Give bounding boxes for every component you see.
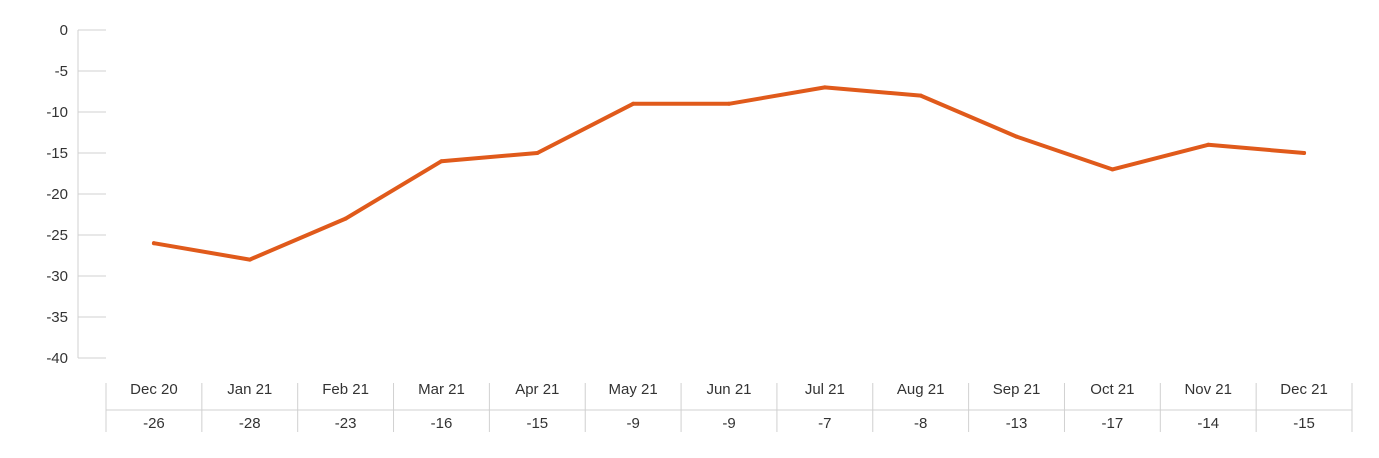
data-point <box>727 101 731 106</box>
data-point <box>1302 151 1307 155</box>
data-point <box>151 241 156 246</box>
x-category-label: Oct 21 <box>1090 381 1134 398</box>
y-axis: 0 -5 -10 -15 -20 -25 -30 -35 -40 <box>46 22 106 367</box>
data-value-label: -7 <box>818 415 831 432</box>
data-point <box>247 257 252 262</box>
x-category-label: Dec 21 <box>1280 381 1328 398</box>
y-tick-label: -5 <box>55 63 68 80</box>
y-tick-label: -35 <box>46 309 68 326</box>
y-tick-label: -15 <box>46 145 68 162</box>
data-point <box>822 85 827 90</box>
series-line-group <box>151 85 1307 262</box>
y-tick-label: 0 <box>60 22 68 39</box>
data-value-label: -13 <box>1006 415 1028 432</box>
data-value-label: -26 <box>143 415 165 432</box>
data-point <box>1110 167 1115 172</box>
x-category-label: Sep 21 <box>993 381 1041 398</box>
data-point <box>439 159 444 164</box>
y-tick-label: -25 <box>46 227 68 244</box>
data-point <box>1206 142 1211 147</box>
y-tick-label: -10 <box>46 104 68 121</box>
data-point <box>535 151 540 155</box>
category-labels: Dec 20 Jan 21 Feb 21 Mar 21 Apr 21 May 21 Jun … <box>130 381 1328 398</box>
x-category-label: Jan 21 <box>227 381 272 398</box>
data-value-label: -28 <box>239 415 261 432</box>
x-category-label: Mar 21 <box>418 381 465 398</box>
x-category-label: Aug 21 <box>897 381 945 398</box>
x-category-label: Jun 21 <box>706 381 751 398</box>
data-point <box>918 93 923 98</box>
data-value-label: -15 <box>526 415 548 432</box>
x-category-label: Dec 20 <box>130 381 178 398</box>
data-value-label: -9 <box>626 415 639 432</box>
data-point <box>343 216 348 221</box>
y-tick-label: -40 <box>46 350 68 367</box>
data-point <box>631 101 636 106</box>
data-value-label: -17 <box>1102 415 1124 432</box>
x-category-label: Apr 21 <box>515 381 559 398</box>
data-value-label: -15 <box>1293 415 1315 432</box>
data-point <box>1014 134 1019 139</box>
x-category-label: Feb 21 <box>322 381 369 398</box>
data-value-label: -8 <box>914 415 927 432</box>
data-value-label: -16 <box>431 415 453 432</box>
series-line <box>151 85 1307 262</box>
data-value-label: -23 <box>335 415 357 432</box>
x-category-label: May 21 <box>609 381 658 398</box>
data-value-label: -14 <box>1197 415 1219 432</box>
x-category-label: Jul 21 <box>805 381 845 398</box>
x-category-label: Nov 21 <box>1184 381 1232 398</box>
y-tick-label: -30 <box>46 268 68 285</box>
data-value-label: -9 <box>722 415 735 432</box>
value-labels: -26 -28 -23 -16 -15 -9 -9 -7 -8 -13 -17 -14 -15 <box>143 415 1315 432</box>
data-table-grid <box>105 383 1353 432</box>
y-tick-label: -20 <box>46 186 68 203</box>
